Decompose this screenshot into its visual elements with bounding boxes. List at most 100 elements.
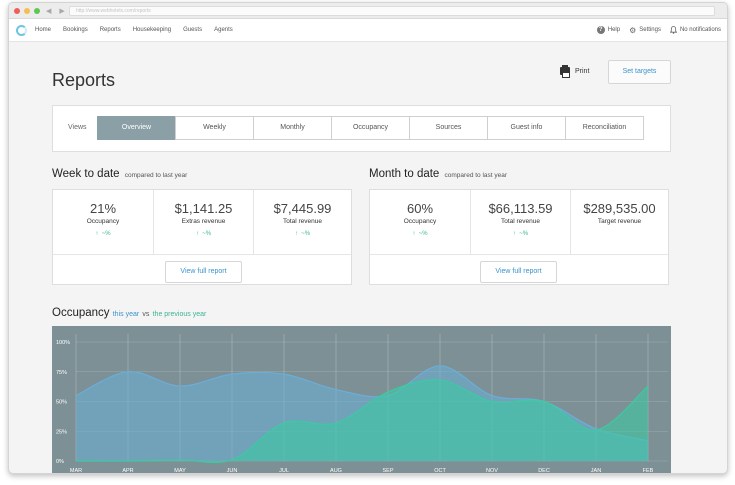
back-forward-icon[interactable]: ◀ ▶ — [46, 7, 68, 15]
stat-label: Total revenue — [282, 218, 323, 225]
week-extras-stat: $1,141.25 Extras revenue ↑ ~% — [153, 190, 253, 254]
nav-reports[interactable]: Reports — [99, 27, 121, 33]
printer-icon — [560, 65, 570, 78]
week-to-date-title: Week to date compared to last year — [52, 168, 187, 180]
month-revenue-stat: $66,113.59 Total revenue ↑ ~% — [470, 190, 570, 254]
week-total-stat: $7,445.99 Total revenue ↑ ~% — [253, 190, 351, 254]
notifications-link[interactable]: No notifications — [669, 26, 721, 34]
gear-icon: ⚙ — [629, 25, 637, 35]
legend-this-year: this year — [112, 311, 140, 318]
y-tick-label: 0% — [56, 459, 64, 465]
arrow-up-icon: ↑ — [95, 231, 99, 237]
trend-value: ~% — [418, 231, 428, 237]
app-navigation: Home Bookings Reports Housekeeping Guest… — [9, 19, 727, 42]
close-window-dot[interactable] — [14, 7, 20, 14]
tab-sources[interactable]: Sources — [409, 116, 488, 140]
month-target-stat: $289,535.00 Target revenue — [570, 190, 668, 254]
week-view-full-report-button[interactable]: View full report — [165, 261, 242, 283]
logo[interactable] — [16, 24, 27, 36]
week-subtitle: compared to last year — [124, 172, 188, 179]
stat-value: 60% — [406, 201, 434, 216]
minimize-window-dot[interactable] — [24, 7, 30, 14]
browser-window: ◀ ▶ http://www.webhotels.com/reports Hom… — [8, 2, 728, 474]
occupancy-chart-title: Occupancy this year vs the previous year — [52, 307, 206, 319]
maximize-window-dot[interactable] — [34, 7, 40, 14]
help-icon: ? — [596, 26, 605, 34]
y-tick-label: 25% — [56, 429, 67, 435]
week-stats-card: 21% Occupancy ↑ ~% $1,141.25 Extras reve… — [52, 189, 352, 285]
stat-trend: ↑ ~% — [370, 231, 470, 237]
bell-icon — [669, 26, 677, 34]
y-tick-label: 75% — [56, 370, 67, 376]
x-tick-label: MAY — [174, 468, 186, 474]
page-title: Reports — [52, 70, 116, 90]
stat-trend: ↑ ~% — [254, 231, 351, 237]
stat-value: $1,141.25 — [174, 201, 233, 216]
tab-weekly[interactable]: Weekly — [175, 116, 254, 140]
x-tick-label: FEB — [643, 468, 654, 474]
nav-bookings[interactable]: Bookings — [63, 27, 88, 33]
settings-label: Settings — [639, 27, 661, 33]
month-view-full-report-button[interactable]: View full report — [480, 261, 557, 283]
month-title-text: Month to date — [369, 168, 440, 180]
x-tick-label: DEC — [538, 468, 550, 474]
x-tick-label: OCT — [434, 468, 446, 474]
x-tick-label: JUN — [227, 468, 238, 474]
print-label: Print — [575, 67, 590, 75]
arrow-up-icon: ↑ — [195, 231, 199, 237]
stat-label: Extras revenue — [181, 218, 226, 225]
views-tabs: Overview Weekly Monthly Occupancy Source… — [97, 116, 644, 140]
address-bar[interactable]: http://www.webhotels.com/reports — [69, 6, 715, 16]
trend-value: ~% — [519, 231, 529, 237]
settings-link[interactable]: ⚙ Settings — [629, 26, 661, 35]
previous-year-area — [76, 379, 648, 463]
stat-label: Target revenue — [597, 218, 642, 225]
stat-trend: ↑ ~% — [53, 231, 153, 237]
month-stats-card: 60% Occupancy ↑ ~% $66,113.59 Total reve… — [369, 189, 669, 285]
stat-trend: ↑ ~% — [154, 231, 253, 237]
tab-guest-info[interactable]: Guest info — [487, 116, 566, 140]
week-card-footer: View full report — [53, 254, 351, 284]
arrow-up-icon: ↑ — [412, 231, 416, 237]
tab-overview[interactable]: Overview — [97, 116, 176, 140]
occupancy-chart: 0% 25% 50% 75% 100% MAR APR MAY JUN JUL AUG SEP OCT N… — [52, 326, 671, 474]
week-title-text: Week to date — [52, 168, 120, 180]
arrow-up-icon: ↑ — [294, 231, 298, 237]
views-label: Views — [68, 124, 87, 131]
nav-housekeeping[interactable]: Housekeeping — [132, 27, 172, 33]
views-panel: Views Overview Weekly Monthly Occupancy … — [52, 105, 671, 152]
help-link[interactable]: ? Help — [596, 26, 620, 34]
x-tick-label: SEP — [382, 468, 393, 474]
stat-trend: ↑ ~% — [471, 231, 570, 237]
x-tick-label: JAN — [591, 468, 601, 474]
month-occupancy-stat: 60% Occupancy ↑ ~% — [370, 190, 470, 254]
tab-occupancy[interactable]: Occupancy — [331, 116, 410, 140]
x-tick-label: NOV — [486, 468, 498, 474]
main-content: Reports Print Set targets Views Overview… — [9, 43, 727, 474]
stat-label: Total revenue — [500, 218, 541, 225]
x-tick-label: APR — [122, 468, 133, 474]
set-targets-button[interactable]: Set targets — [608, 60, 671, 84]
browser-toolbar: ◀ ▶ http://www.webhotels.com/reports — [9, 3, 727, 19]
nav-utilities: ? Help ⚙ Settings No notifications — [588, 26, 727, 35]
tab-monthly[interactable]: Monthly — [253, 116, 332, 140]
x-tick-label: AUG — [330, 468, 342, 474]
print-button[interactable]: Print — [560, 65, 590, 78]
legend-vs: vs — [142, 311, 150, 318]
occupancy-title-text: Occupancy — [52, 307, 110, 319]
y-tick-label: 100% — [56, 340, 70, 346]
month-subtitle: compared to last year — [444, 172, 508, 179]
nav-guests[interactable]: Guests — [183, 27, 203, 33]
trend-value: ~% — [101, 231, 111, 237]
stat-value: $66,113.59 — [488, 201, 553, 216]
nav-agents[interactable]: Agents — [214, 27, 233, 33]
trend-value: ~% — [301, 231, 311, 237]
month-card-footer: View full report — [370, 254, 668, 284]
notifications-label: No notifications — [679, 27, 721, 33]
stat-value: $7,445.99 — [273, 201, 332, 216]
x-tick-label: JUL — [279, 468, 289, 474]
trend-value: ~% — [202, 231, 212, 237]
nav-home[interactable]: Home — [35, 27, 52, 33]
tab-reconciliation[interactable]: Reconciliation — [565, 116, 644, 140]
stat-value: 21% — [89, 201, 117, 216]
